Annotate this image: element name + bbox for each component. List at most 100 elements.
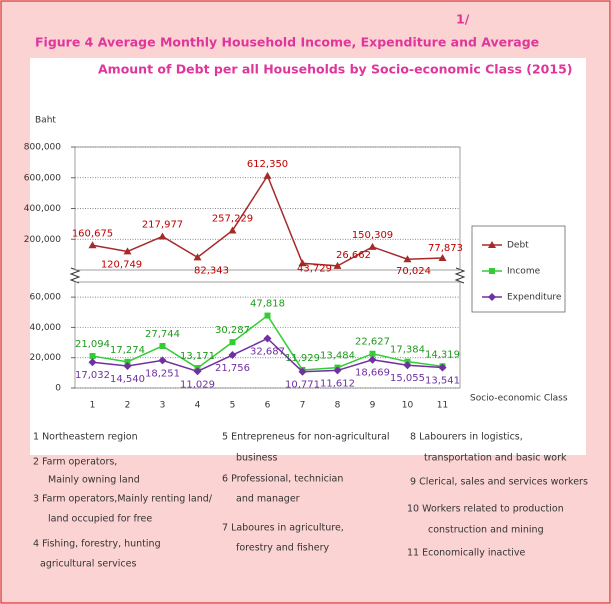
marker [489, 268, 495, 274]
legend-label: Debt [507, 241, 529, 251]
data-label: 77,873 [428, 243, 463, 254]
marker [438, 254, 447, 262]
footnote-mark: 1/ [456, 12, 470, 27]
x-tick-label: 3 [160, 401, 166, 411]
data-label: 18,669 [355, 368, 390, 379]
marker [403, 255, 412, 263]
marker [438, 363, 447, 372]
data-label: 150,309 [352, 230, 393, 241]
x-tick-label: 5 [230, 401, 236, 411]
marker [263, 171, 272, 179]
marker [228, 351, 237, 360]
data-label: 82,343 [194, 265, 229, 276]
data-label: 11,929 [285, 353, 320, 364]
marker [333, 366, 342, 375]
data-label: 17,032 [75, 370, 110, 381]
marker [488, 241, 496, 248]
marker [333, 261, 342, 269]
note: 11 Economically inactive [407, 548, 526, 559]
y-tick-label: 800,000 [24, 143, 61, 153]
marker [158, 356, 167, 365]
x-tick-label: 4 [195, 401, 201, 411]
note: and manager [236, 494, 300, 505]
marker [158, 232, 167, 240]
data-label: 160,675 [72, 228, 113, 239]
note: 8 Labourers in logistics, [410, 432, 523, 443]
y-tick-label: 40,000 [30, 323, 62, 333]
data-label: 10,771 [285, 380, 320, 391]
data-label: 13,171 [180, 351, 215, 362]
note: 6 Professional, technician [222, 474, 343, 485]
note: 3 Farm operators,Mainly renting land/ [33, 494, 213, 505]
marker [193, 367, 202, 376]
marker [298, 259, 307, 267]
note: 5 Entrepreneus for non-agricultural [222, 432, 390, 443]
marker [298, 367, 307, 376]
chart-title: Amount of Debt per all Households by Soc… [98, 62, 572, 77]
marker [89, 353, 96, 360]
marker [403, 361, 412, 370]
note: forestry and fishery [236, 543, 330, 554]
legend-label: Expenditure [507, 293, 562, 303]
data-label: 612,350 [247, 159, 288, 170]
data-label: 13,541 [425, 375, 460, 386]
notes: 1 Northeastern region 2 Farm operators, … [33, 432, 588, 570]
y-tick-label: 20,000 [30, 353, 62, 363]
data-label: 27,744 [145, 329, 180, 340]
data-label: 21,094 [75, 339, 110, 350]
data-label: 17,274 [110, 345, 145, 356]
y-axis-label: Baht [35, 116, 56, 126]
data-label: 14,540 [110, 374, 145, 385]
x-tick-label: 8 [335, 401, 341, 411]
data-label: 26,662 [336, 250, 371, 261]
marker [124, 358, 131, 365]
x-tick-label: 9 [370, 401, 376, 411]
note: transportation and basic work [424, 453, 567, 464]
marker [159, 342, 166, 349]
y-tick-label: 60,000 [30, 293, 62, 303]
note: 2 Farm operators, [33, 457, 117, 468]
data-label: 30,287 [215, 325, 250, 336]
note: 4 Fishing, forestry, hunting [33, 539, 161, 550]
note: 9 Clerical, sales and services workers [410, 477, 588, 488]
marker [369, 350, 376, 357]
x-tick-label: 1 [90, 401, 96, 411]
data-label: 11,612 [320, 378, 355, 389]
marker [193, 253, 202, 261]
chart-title: Figure 4 Average Monthly Household Incom… [35, 35, 539, 50]
data-label: 17,384 [390, 345, 425, 356]
x-axis-label: Socio-economic Class [470, 394, 568, 404]
x-tick-label: 6 [265, 401, 271, 411]
marker [263, 334, 272, 343]
data-label: 14,319 [425, 349, 460, 360]
data-label: 21,756 [215, 363, 250, 374]
x-tick-label: 10 [402, 401, 414, 411]
data-label: 13,484 [320, 351, 355, 362]
note: 7 Laboures in agriculture, [222, 523, 344, 534]
marker [123, 247, 132, 255]
note: 1 Northeastern region [33, 432, 138, 443]
data-label: 15,055 [390, 373, 425, 384]
marker [229, 339, 236, 346]
data-label: 32,687 [250, 347, 285, 358]
data-label: 18,251 [145, 368, 180, 379]
data-label: 43,729 [297, 263, 332, 274]
marker [88, 241, 97, 249]
data-label: 22,627 [355, 337, 390, 348]
marker [228, 226, 237, 234]
data-label: 47,818 [250, 299, 285, 310]
data-label: 120,749 [101, 259, 142, 270]
y-tick-label: 0 [55, 384, 61, 394]
marker [123, 361, 132, 370]
x-tick-label: 7 [300, 401, 306, 411]
note: construction and mining [428, 525, 544, 536]
y-tick-label: 200,000 [24, 235, 61, 245]
x-tick-label: 11 [437, 401, 448, 411]
data-label: 217,977 [142, 219, 183, 230]
y-tick-label: 400,000 [24, 204, 61, 214]
note: Mainly owning land [48, 475, 140, 486]
note: agricultural services [40, 559, 136, 570]
note: land occupied for free [48, 514, 152, 525]
data-label: 70,024 [396, 266, 431, 277]
